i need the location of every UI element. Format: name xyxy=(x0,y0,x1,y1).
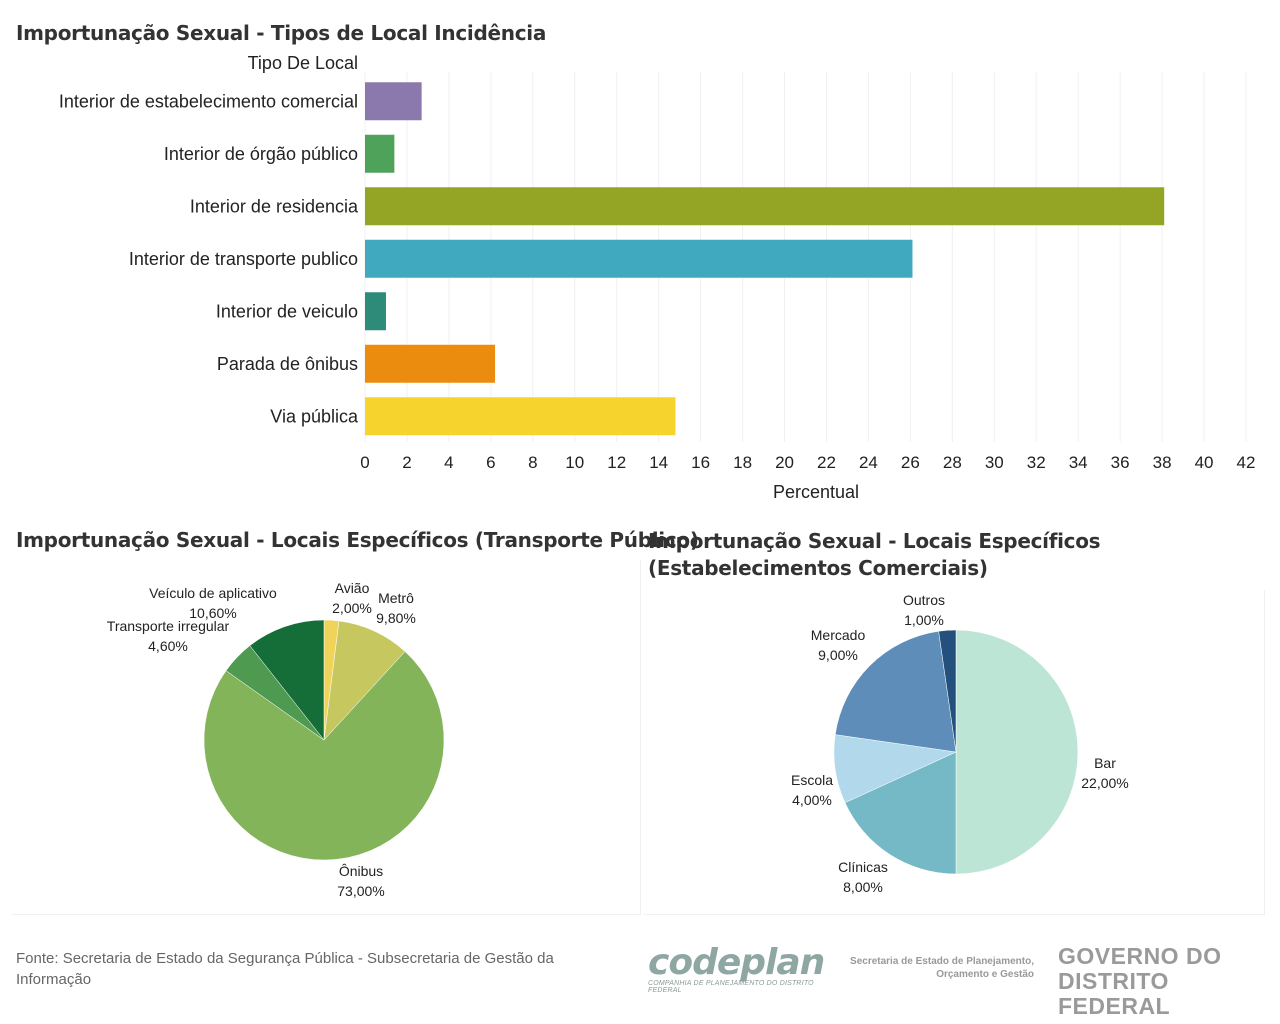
pie-slice xyxy=(955,629,1079,875)
seplan-logo: Secretaria de Estado de Planejamento, Or… xyxy=(838,955,1034,981)
bar-chart-title: Importunação Sexual - Tipos de Local Inc… xyxy=(16,21,547,45)
transport-pie-title: Importunação Sexual - Locais Específicos… xyxy=(16,528,699,552)
slice-value-label: 4,60% xyxy=(148,638,188,654)
slice-label: Ônibus xyxy=(339,863,383,879)
bar xyxy=(365,344,496,383)
x-tick-label: 34 xyxy=(1069,453,1088,472)
slice-value-label: 9,00% xyxy=(818,647,858,663)
commerce-pie-panel xyxy=(644,590,1265,915)
slice-value-label: 2,00% xyxy=(332,600,372,616)
x-tick-label: 40 xyxy=(1195,453,1214,472)
x-tick-label: 8 xyxy=(528,453,537,472)
bar-chart: Interior de estabelecimento comercial Int… xyxy=(59,53,1256,502)
slice-value-label: 4,00% xyxy=(792,792,832,808)
commerce-pie-title: Importunação Sexual - Locais Específicos… xyxy=(648,529,1101,580)
category-label: Interior de estabelecimento comercial xyxy=(59,91,358,111)
x-tick-label: 10 xyxy=(565,453,584,472)
bar xyxy=(365,292,386,331)
bar xyxy=(365,239,913,278)
slice-value-label: 9,80% xyxy=(376,610,416,626)
slice-value-label: 73,00% xyxy=(337,883,384,899)
x-tick-label: 24 xyxy=(859,453,878,472)
slice-label: Outros xyxy=(903,592,945,608)
x-axis-label: Percentual xyxy=(773,482,859,502)
x-tick-label: 20 xyxy=(775,453,794,472)
x-tick-label: 0 xyxy=(360,453,369,472)
pie-slice xyxy=(938,629,957,753)
x-tick-label: 30 xyxy=(985,453,1004,472)
pie-slice xyxy=(249,619,325,741)
pie-slice xyxy=(844,751,957,875)
slice-value-label: 1,00% xyxy=(904,612,944,628)
bar xyxy=(365,82,422,121)
category-label: Via pública xyxy=(270,406,359,426)
gdf-line-1: GOVERNO DO xyxy=(1058,943,1222,969)
category-label: Interior de órgão público xyxy=(164,144,358,164)
bar xyxy=(365,187,1165,226)
x-tick-label: 6 xyxy=(486,453,495,472)
x-tick-label: 32 xyxy=(1027,453,1046,472)
bar xyxy=(365,397,676,436)
category-label: Interior de veiculo xyxy=(216,301,358,321)
slice-value-label: 10,60% xyxy=(189,605,236,621)
bar xyxy=(365,134,395,173)
slice-label: Metrô xyxy=(378,590,414,606)
category-label: Interior de residencia xyxy=(190,196,359,216)
category-label: Interior de transporte publico xyxy=(129,249,358,269)
category-label: Parada de ônibus xyxy=(217,354,358,374)
gdf-logo: GOVERNO DO DISTRITO FEDERAL xyxy=(1058,944,1270,1019)
slice-value-label: 22,00% xyxy=(1081,775,1128,791)
x-tick-label: 38 xyxy=(1153,453,1172,472)
x-tick-label: 42 xyxy=(1237,453,1256,472)
x-tick-label: 12 xyxy=(607,453,626,472)
x-tick-label: 26 xyxy=(901,453,920,472)
slice-label: Clínicas xyxy=(838,859,888,875)
seplan-line-1: Secretaria de Estado de Planejamento, xyxy=(850,956,1034,967)
x-tick-label: 2 xyxy=(402,453,411,472)
x-tick-label: 16 xyxy=(691,453,710,472)
slice-label: Veículo de aplicativo xyxy=(149,585,277,601)
gdf-line-2: DISTRITO FEDERAL xyxy=(1058,968,1171,1019)
codeplan-subtitle: COMPANHIA DE PLANEJAMENTO DO DISTRITO FE… xyxy=(648,980,814,994)
transport-pie-chart: Avião 2,00% Metrô 9,80% Ônibus 73,00% Transpor… xyxy=(107,580,445,899)
codeplan-wordmark: codeplan xyxy=(648,942,825,983)
x-tick-label: 14 xyxy=(649,453,668,472)
pie-slice xyxy=(834,630,957,753)
commerce-pie-chart: Bar 22,00% Clínicas 8,00% Escola 4,00% Mercado… xyxy=(791,592,1129,895)
slice-label: Mercado xyxy=(811,627,866,643)
pie-slice xyxy=(203,651,445,861)
source-note: Fonte: Secretaria de Estado da Segurança… xyxy=(16,950,554,988)
x-tick-label: 4 xyxy=(444,453,453,472)
slice-label: Avião xyxy=(335,580,370,596)
seplan-line-2: Orçamento e Gestão xyxy=(936,969,1034,980)
codeplan-logo: codeplan COMPANHIA DE PLANEJAMENTO DO DI… xyxy=(648,942,825,995)
x-tick-label: 36 xyxy=(1111,453,1130,472)
slice-label: Bar xyxy=(1094,755,1116,771)
category-axis-header: Tipo De Local xyxy=(248,53,358,73)
slice-label: Transporte irregular xyxy=(107,618,230,634)
x-tick-label: 18 xyxy=(733,453,752,472)
x-tick-label: 28 xyxy=(943,453,962,472)
x-tick-label: 22 xyxy=(817,453,836,472)
pie-slice xyxy=(323,620,406,741)
transport-pie-panel xyxy=(12,560,641,915)
slice-label: Escola xyxy=(791,772,833,788)
slice-value-label: 8,00% xyxy=(843,879,883,895)
